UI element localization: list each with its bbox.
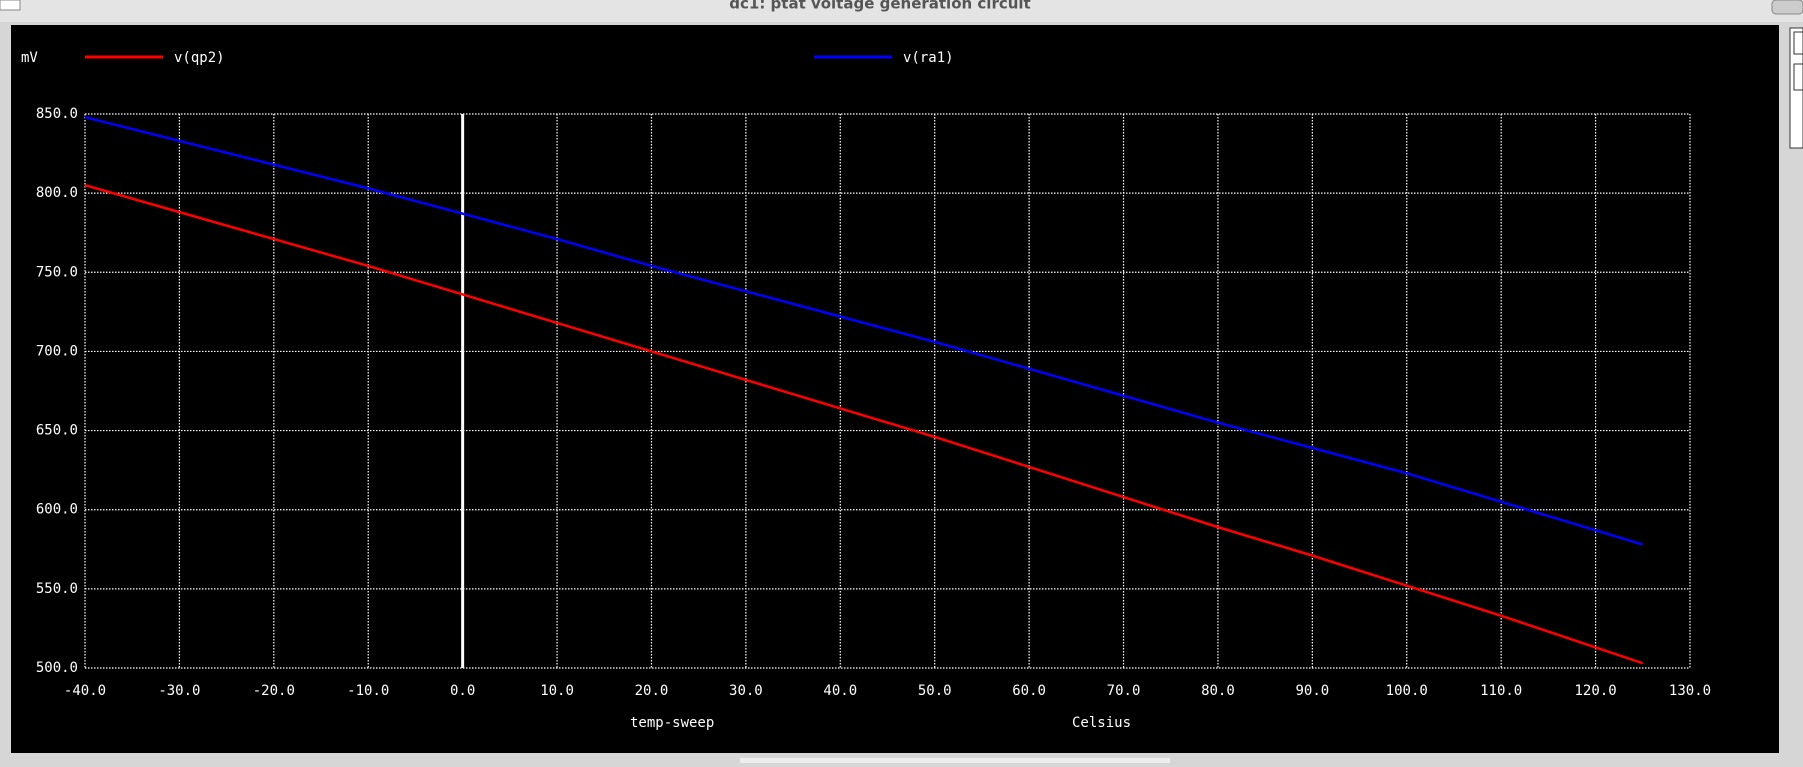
series-line <box>84 115 1644 546</box>
x-tick-label: 120.0 <box>1575 683 1617 699</box>
x-tick-label: 30.0 <box>729 683 763 699</box>
scroll-hint <box>740 758 1170 763</box>
side-button[interactable] <box>1793 31 1803 55</box>
side-button[interactable] <box>1793 63 1803 91</box>
x-tick-label: 0.0 <box>450 683 475 699</box>
x-tick-label: 100.0 <box>1386 683 1428 699</box>
x-tick-label: 20.0 <box>635 683 669 699</box>
plot-area <box>11 25 1779 753</box>
x-tick-label: 90.0 <box>1295 683 1329 699</box>
x-tick-label: 70.0 <box>1107 683 1141 699</box>
x-tick-label: 110.0 <box>1480 683 1522 699</box>
window-title: dc1: ptat voltage generation circuit <box>729 0 1030 13</box>
close-button[interactable] <box>1771 0 1803 15</box>
y-tick-label: 500.0 <box>36 660 78 676</box>
series-line <box>84 184 1644 665</box>
y-unit: mV <box>21 50 38 66</box>
y-tick-label: 600.0 <box>36 502 78 518</box>
x-tick-label: -30.0 <box>158 683 200 699</box>
x-tick-label: 10.0 <box>540 683 574 699</box>
x-tick-label: 60.0 <box>1012 683 1046 699</box>
x-tick-label: -40.0 <box>64 683 106 699</box>
legend-label: v(ra1) <box>903 50 954 66</box>
legend-label: v(qp2) <box>174 50 225 66</box>
x-tick-label: -10.0 <box>347 683 389 699</box>
x-tick-label: 50.0 <box>918 683 952 699</box>
y-tick-label: 850.0 <box>36 106 78 122</box>
x-tick-label: 80.0 <box>1201 683 1235 699</box>
x-axis-label: temp-sweep <box>630 715 714 731</box>
y-tick-label: 650.0 <box>36 423 78 439</box>
y-tick-label: 700.0 <box>36 343 78 359</box>
y-tick-label: 550.0 <box>36 581 78 597</box>
x-tick-label: 40.0 <box>823 683 857 699</box>
x-tick-label: 130.0 <box>1669 683 1711 699</box>
title-bar <box>0 0 1803 22</box>
y-tick-label: 750.0 <box>36 264 78 280</box>
menu-button[interactable] <box>0 0 21 11</box>
x-tick-label: -20.0 <box>253 683 295 699</box>
y-tick-label: 800.0 <box>36 185 78 201</box>
x-unit: Celsius <box>1072 715 1131 731</box>
